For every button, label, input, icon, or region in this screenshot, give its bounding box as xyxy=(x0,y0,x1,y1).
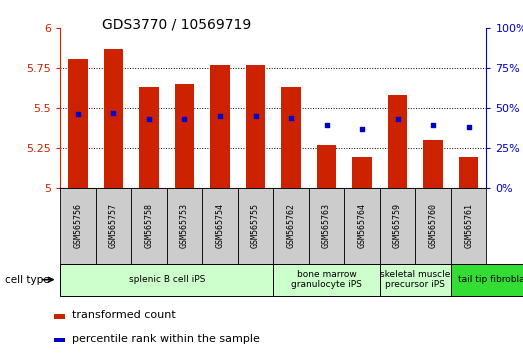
Bar xyxy=(54,338,65,343)
Bar xyxy=(353,157,372,188)
Text: GSM565763: GSM565763 xyxy=(322,203,331,248)
Text: splenic B cell iPS: splenic B cell iPS xyxy=(129,275,205,284)
Bar xyxy=(139,87,158,188)
Bar xyxy=(423,140,443,188)
Bar xyxy=(60,264,273,296)
Text: GSM565758: GSM565758 xyxy=(144,203,153,248)
Bar xyxy=(131,188,167,264)
Bar xyxy=(459,157,479,188)
Bar xyxy=(274,188,309,264)
Text: bone marrow
granulocyte iPS: bone marrow granulocyte iPS xyxy=(291,270,362,289)
Bar xyxy=(388,95,407,188)
Text: cell type: cell type xyxy=(5,275,50,285)
Text: GSM565764: GSM565764 xyxy=(358,203,367,248)
Bar xyxy=(238,188,274,264)
Point xyxy=(252,113,260,119)
Point xyxy=(109,110,118,116)
Point xyxy=(393,116,402,122)
Text: GSM565756: GSM565756 xyxy=(73,203,83,248)
Point xyxy=(358,126,366,131)
Point xyxy=(464,124,473,130)
Bar xyxy=(202,188,238,264)
Text: tail tip fibroblast iPS: tail tip fibroblast iPS xyxy=(458,275,523,284)
Bar xyxy=(60,188,96,264)
Bar xyxy=(451,188,486,264)
Text: GSM565761: GSM565761 xyxy=(464,203,473,248)
Bar xyxy=(415,188,451,264)
Bar xyxy=(281,87,301,188)
Text: GSM565757: GSM565757 xyxy=(109,203,118,248)
Text: GSM565760: GSM565760 xyxy=(429,203,438,248)
Bar xyxy=(210,65,230,188)
Point xyxy=(145,116,153,122)
Bar xyxy=(309,188,344,264)
Bar xyxy=(96,188,131,264)
Bar xyxy=(54,314,65,319)
Bar xyxy=(451,264,523,296)
Bar xyxy=(104,49,123,188)
Point xyxy=(322,123,331,129)
Text: GSM565754: GSM565754 xyxy=(215,203,224,248)
Text: percentile rank within the sample: percentile rank within the sample xyxy=(72,334,259,344)
Bar xyxy=(68,59,88,188)
Bar xyxy=(380,264,451,296)
Bar xyxy=(380,188,415,264)
Bar xyxy=(344,188,380,264)
Bar xyxy=(167,188,202,264)
Point xyxy=(74,112,82,117)
Text: GDS3770 / 10569719: GDS3770 / 10569719 xyxy=(102,18,251,32)
Point xyxy=(216,113,224,119)
Text: GSM565762: GSM565762 xyxy=(287,203,295,248)
Bar xyxy=(317,145,336,188)
Bar xyxy=(246,65,265,188)
Text: GSM565759: GSM565759 xyxy=(393,203,402,248)
Point xyxy=(429,123,437,129)
Text: GSM565753: GSM565753 xyxy=(180,203,189,248)
Bar xyxy=(175,84,194,188)
Point xyxy=(287,115,295,120)
Text: skeletal muscle
precursor iPS: skeletal muscle precursor iPS xyxy=(380,270,450,289)
Bar xyxy=(273,264,380,296)
Point xyxy=(180,116,189,122)
Text: GSM565755: GSM565755 xyxy=(251,203,260,248)
Text: transformed count: transformed count xyxy=(72,310,175,320)
